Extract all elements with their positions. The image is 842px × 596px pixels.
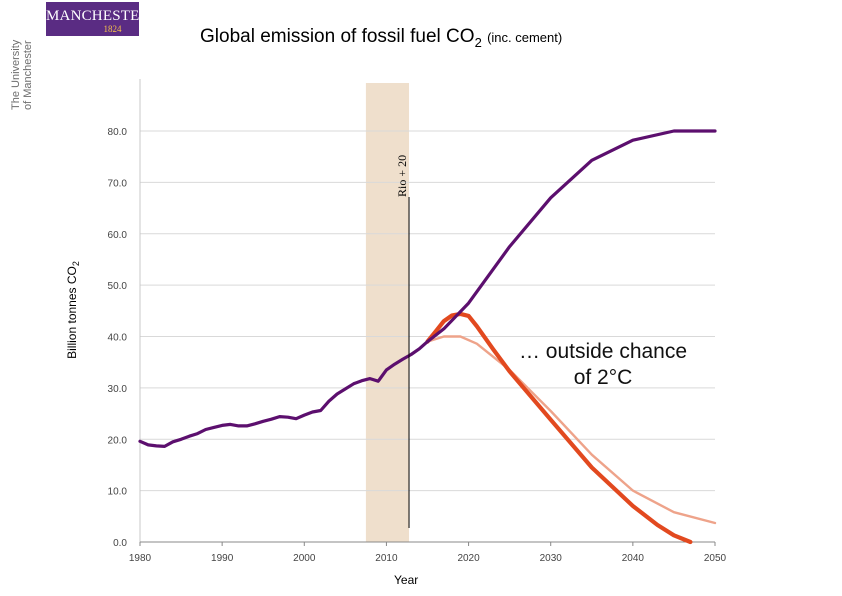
x-tick-label: 2050 [704, 553, 727, 564]
y-tick-label: 20.0 [108, 435, 128, 446]
chart-title-subscript: 2 [474, 35, 482, 50]
series-line-2 [426, 335, 717, 525]
university-logo: MANCHESTER 1824 [46, 2, 150, 36]
x-tick-label: 2000 [293, 553, 316, 564]
callout-line-1: … outside chance [519, 340, 687, 363]
y-tick-label: 60.0 [108, 230, 128, 241]
logo-year: 1824 [103, 24, 122, 34]
chart-title-main: Global emission of fossil fuel CO [200, 26, 475, 47]
y-tick-label: 30.0 [108, 384, 128, 395]
x-tick-label: 2010 [375, 553, 398, 564]
rio-label: Rio + 20 [395, 155, 409, 197]
logo-name: MANCHESTER [46, 8, 150, 24]
x-axis-label: Year [394, 573, 419, 587]
x-tick-label: 1980 [129, 553, 152, 564]
x-tick-label: 2040 [622, 553, 645, 564]
x-tick-label: 2020 [457, 553, 480, 564]
series-line-0 [138, 129, 717, 448]
chart-title: Global emission of fossil fuel CO2 (inc.… [200, 26, 562, 50]
y-tick-label: 50.0 [108, 281, 128, 292]
y-tick-label: 80.0 [108, 127, 128, 138]
callout-line-2: of 2°C [574, 366, 633, 389]
y-tick-label: 70.0 [108, 178, 128, 189]
y-tick-label: 10.0 [108, 487, 128, 498]
y-tick-label: 0.0 [113, 538, 127, 549]
series-line-1 [425, 311, 693, 545]
chart-title-note: (inc. cement) [487, 30, 563, 45]
x-tick-label: 2030 [540, 553, 563, 564]
y-tick-label: 40.0 [108, 333, 128, 344]
x-tick-label: 1990 [211, 553, 234, 564]
highlight-band [365, 83, 410, 542]
